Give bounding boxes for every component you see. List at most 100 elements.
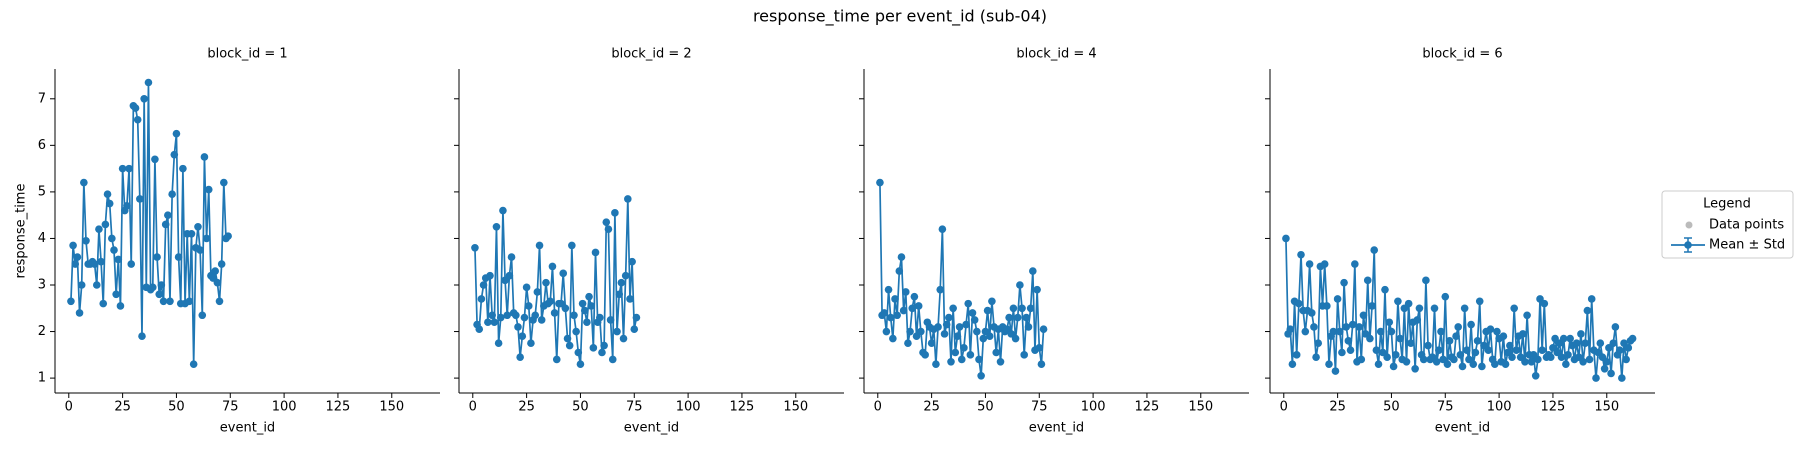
- series-line: [70, 82, 229, 365]
- data-point: [101, 220, 110, 229]
- data-point: [921, 351, 929, 359]
- x-tick-label: 125: [326, 400, 351, 415]
- data-point: [71, 260, 80, 268]
- data-point: [574, 348, 583, 357]
- data-point: [1033, 285, 1041, 294]
- data-point: [75, 309, 84, 317]
- data-point: [1469, 360, 1478, 368]
- data-point: [157, 281, 166, 289]
- data-point: [598, 348, 606, 357]
- x-tick-label: 25: [114, 400, 131, 415]
- y-tick-label: 6: [38, 138, 46, 153]
- data-point: [1357, 355, 1366, 364]
- x-tick-label: 25: [518, 400, 535, 415]
- data-point: [1607, 369, 1615, 378]
- data-point: [1587, 295, 1596, 303]
- data-point: [1450, 355, 1458, 364]
- data-point: [611, 209, 619, 217]
- data-point: [170, 150, 179, 159]
- data-point: [136, 195, 144, 203]
- data-point: [893, 311, 901, 320]
- data-point: [580, 306, 589, 315]
- data-point: [884, 285, 893, 294]
- data-point: [1490, 360, 1499, 368]
- data-point: [499, 206, 507, 215]
- data-point: [537, 316, 546, 324]
- data-point: [494, 339, 503, 347]
- data-point: [138, 332, 146, 341]
- data-point: [1441, 292, 1450, 301]
- data-point: [1366, 334, 1374, 343]
- data-point: [546, 297, 555, 306]
- x-tick-label: 100: [1487, 400, 1512, 415]
- data-point: [1566, 334, 1574, 343]
- x-tick-label: 0: [469, 400, 477, 415]
- data-point: [1538, 346, 1546, 354]
- data-point: [1471, 348, 1480, 357]
- data-point: [957, 355, 966, 364]
- data-point: [1297, 250, 1305, 259]
- x-tick-label: 50: [572, 400, 589, 415]
- data-point: [516, 353, 524, 361]
- data-point: [179, 164, 187, 173]
- data-point: [1424, 341, 1432, 350]
- data-point: [116, 302, 125, 310]
- x-tick-label: 50: [977, 400, 994, 415]
- x-tick-label: 100: [272, 400, 297, 415]
- data-point: [1039, 325, 1048, 334]
- data-point: [1307, 309, 1316, 317]
- data-point: [1331, 367, 1340, 375]
- data-point: [628, 257, 636, 266]
- data-point: [968, 309, 977, 317]
- data-point: [103, 190, 112, 199]
- data-point: [105, 199, 114, 208]
- data-point: [118, 164, 127, 173]
- data-point: [204, 185, 213, 194]
- legend-box: [1661, 190, 1794, 259]
- data-point: [524, 302, 533, 310]
- data-point: [1592, 374, 1600, 382]
- legend-marker: [1684, 241, 1692, 249]
- data-point: [1394, 297, 1402, 306]
- data-point: [945, 313, 953, 322]
- data-point: [908, 304, 917, 313]
- data-point: [1546, 353, 1555, 361]
- data-point: [164, 211, 172, 219]
- data-point: [1363, 276, 1372, 285]
- data-point: [1344, 337, 1353, 345]
- data-point: [1486, 325, 1495, 334]
- data-point: [1026, 304, 1035, 313]
- data-point: [985, 332, 994, 341]
- data-point: [1521, 358, 1529, 366]
- x-tick-label: 0: [1280, 400, 1288, 415]
- data-point: [914, 302, 923, 310]
- data-point: [1499, 332, 1508, 341]
- x-axis-label: event_id: [1029, 421, 1084, 436]
- figure-title: response_time per event_id (sub-04): [753, 7, 1047, 27]
- legend-label: Data points: [1709, 218, 1784, 233]
- data-point: [975, 355, 983, 364]
- data-point: [936, 285, 945, 294]
- data-point: [114, 255, 123, 264]
- data-point: [1022, 313, 1031, 322]
- data-point: [198, 311, 207, 320]
- data-point: [202, 234, 211, 243]
- data-point: [1411, 364, 1419, 373]
- data-point: [144, 78, 153, 87]
- data-point: [1338, 348, 1346, 357]
- data-point: [475, 325, 484, 334]
- data-point: [67, 297, 75, 306]
- data-point: [552, 355, 561, 364]
- data-point: [1389, 362, 1398, 371]
- data-point: [1295, 299, 1303, 308]
- data-point: [1419, 355, 1428, 364]
- data-point: [1387, 327, 1396, 336]
- x-tick-label: 75: [222, 400, 239, 415]
- data-point: [1493, 327, 1501, 336]
- data-point: [535, 241, 544, 250]
- data-point: [92, 281, 101, 289]
- data-point: [1622, 355, 1630, 364]
- data-point: [632, 313, 641, 322]
- data-point: [1600, 364, 1609, 373]
